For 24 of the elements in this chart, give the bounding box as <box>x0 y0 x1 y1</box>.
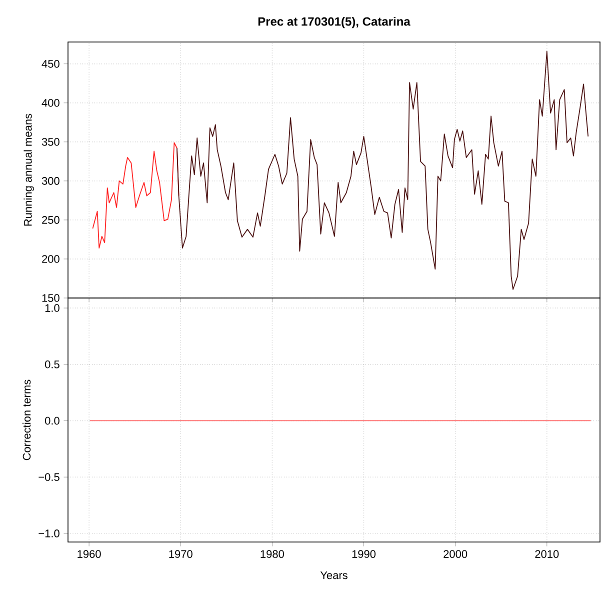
y-axis-title: Running annual means <box>24 114 34 226</box>
y-tick-label: 350 <box>42 138 60 146</box>
y-tick-label: 200 <box>42 255 60 263</box>
y-tick-label: −0.5 <box>38 473 60 481</box>
x-tick-label: 2000 <box>444 550 468 558</box>
x-tick-label: 1960 <box>78 550 101 558</box>
y-axis-title: Correction terms <box>22 380 31 460</box>
line-series <box>92 142 180 248</box>
x-tick-label: 2010 <box>535 550 559 558</box>
chart-title: Prec at 170301(5), Catarina <box>258 16 410 28</box>
y-tick-label: 150 <box>42 294 60 302</box>
x-tick-label: 1970 <box>169 550 192 558</box>
y-tick-label: 400 <box>42 98 60 107</box>
x-tick-label: 1980 <box>260 550 284 558</box>
y-tick-label: 300 <box>42 177 60 185</box>
y-tick-label: 0.5 <box>44 360 60 368</box>
line-series <box>176 50 589 290</box>
y-tick-label: 0.0 <box>44 416 60 425</box>
x-tick-label: 1990 <box>352 550 376 558</box>
y-tick-label: 250 <box>42 216 60 224</box>
y-tick-label: 1.0 <box>45 304 60 312</box>
y-tick-label: −1.0 <box>38 530 60 538</box>
x-axis-title: Years <box>320 571 348 580</box>
y-tick-label: 450 <box>42 60 60 68</box>
